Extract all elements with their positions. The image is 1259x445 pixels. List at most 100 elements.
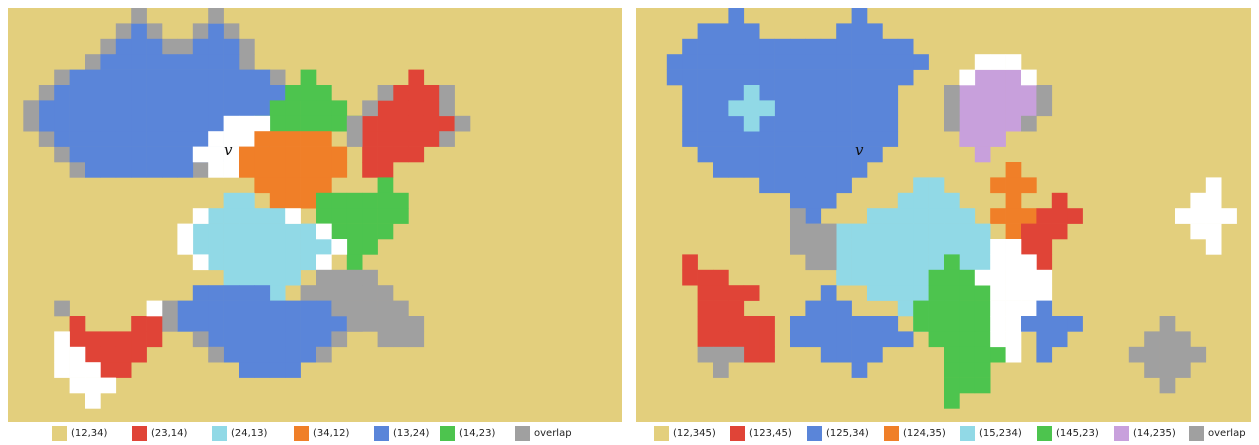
region-cell-blue (239, 69, 255, 86)
region-cell-blue (820, 192, 837, 209)
region-cell-orange (1021, 208, 1037, 224)
region-cell-orange (1005, 223, 1022, 240)
overlap-cell (454, 115, 471, 132)
region-cell-green (928, 300, 945, 317)
region-cell-blue (728, 23, 745, 40)
region-cell-blue (1036, 346, 1053, 363)
region-cell-lightblue (223, 269, 240, 286)
overlap-cell (697, 346, 714, 363)
region-cell-orange (1005, 208, 1022, 224)
region-cell-blue (820, 300, 837, 317)
region-cell-red (1067, 208, 1083, 224)
region-cell-white (990, 239, 1006, 255)
region-cell-red (1036, 223, 1053, 240)
region-cell-blue (69, 100, 86, 117)
region-cell-orange (316, 146, 332, 163)
region-cell-orange (254, 177, 271, 194)
region-cell-lightblue (897, 285, 914, 301)
region-cell-lightblue (882, 208, 899, 224)
region-cell-blue (790, 316, 806, 332)
overlap-cell (790, 208, 806, 224)
region-cell-purple (990, 100, 1006, 117)
region-cell-lightblue (882, 254, 899, 271)
region-cell-red (408, 131, 425, 147)
region-cell-blue (1036, 300, 1053, 317)
region-cell-blue (162, 85, 178, 101)
region-cell-blue (146, 38, 163, 55)
region-cell-blue (790, 85, 806, 101)
overlap-cell (192, 162, 209, 178)
region-cell-blue (774, 54, 791, 70)
region-cell-lightblue (913, 285, 929, 301)
region-cell-blue (100, 85, 117, 101)
region-cell-blue (774, 69, 791, 86)
region-cell-blue (192, 100, 209, 117)
region-cell-blue (697, 69, 714, 86)
region-cell-blue (805, 100, 822, 117)
region-cell-blue (208, 115, 224, 132)
region-cell-lightblue (254, 269, 271, 286)
region-cell-blue (223, 85, 240, 101)
region-cell-blue (239, 300, 255, 317)
region-cell-purple (990, 115, 1006, 132)
region-cell-green (913, 316, 929, 332)
region-cell-red (728, 285, 745, 301)
legend-swatch (440, 425, 455, 441)
region-cell-red (115, 331, 132, 348)
region-cell-blue (131, 100, 147, 117)
legend-swatch (1037, 425, 1052, 441)
overlap-cell (362, 269, 378, 286)
overlap-cell (69, 162, 86, 178)
region-cell-orange (285, 162, 301, 178)
region-cell-blue (820, 69, 837, 86)
region-cell-blue (728, 131, 745, 147)
region-cell-lightblue (239, 223, 255, 240)
legend-swatch (374, 425, 389, 441)
region-cell-lightblue (269, 285, 286, 301)
region-cell-orange (285, 146, 301, 163)
region-cell-blue (54, 100, 70, 117)
region-cell-red (115, 362, 132, 378)
left-legend-item: overlap (515, 425, 572, 441)
region-cell-blue (115, 115, 132, 132)
region-cell-red (146, 316, 163, 332)
region-cell-blue (774, 85, 791, 101)
region-cell-lightblue (192, 239, 209, 255)
region-cell-white (177, 223, 194, 240)
region-cell-purple (1005, 69, 1022, 86)
region-cell-blue (85, 115, 101, 132)
region-cell-blue (115, 162, 132, 178)
region-cell-white (990, 269, 1006, 286)
region-cell-blue (69, 146, 86, 163)
region-cell-blue (285, 300, 301, 317)
legend-swatch (960, 425, 975, 441)
overlap-cell (300, 285, 317, 301)
region-cell-red (1051, 208, 1068, 224)
region-cell-blue (1036, 316, 1053, 332)
region-cell-red (759, 346, 775, 363)
region-cell-lightblue (974, 223, 991, 240)
region-cell-blue (897, 331, 914, 348)
region-cell-white (1005, 285, 1022, 301)
overlap-cell (38, 85, 55, 101)
region-cell-purple (974, 131, 991, 147)
region-cell-green (331, 208, 348, 224)
region-cell-blue (162, 69, 178, 86)
region-cell-blue (85, 69, 101, 86)
region-cell-blue (882, 131, 899, 147)
region-cell-blue (208, 85, 224, 101)
left-partition-grid: v (8, 8, 622, 422)
region-cell-green (316, 100, 332, 117)
region-cell-blue (254, 285, 271, 301)
region-cell-red (759, 316, 775, 332)
region-cell-blue (100, 100, 117, 117)
region-cell-blue (69, 85, 86, 101)
region-cell-green (316, 208, 332, 224)
region-cell-white (1205, 223, 1222, 240)
region-cell-blue (820, 331, 837, 348)
region-cell-lightblue (836, 239, 852, 255)
region-cell-blue (743, 131, 760, 147)
overlap-cell (944, 115, 960, 132)
overlap-cell (331, 300, 348, 317)
region-cell-blue (54, 85, 70, 101)
